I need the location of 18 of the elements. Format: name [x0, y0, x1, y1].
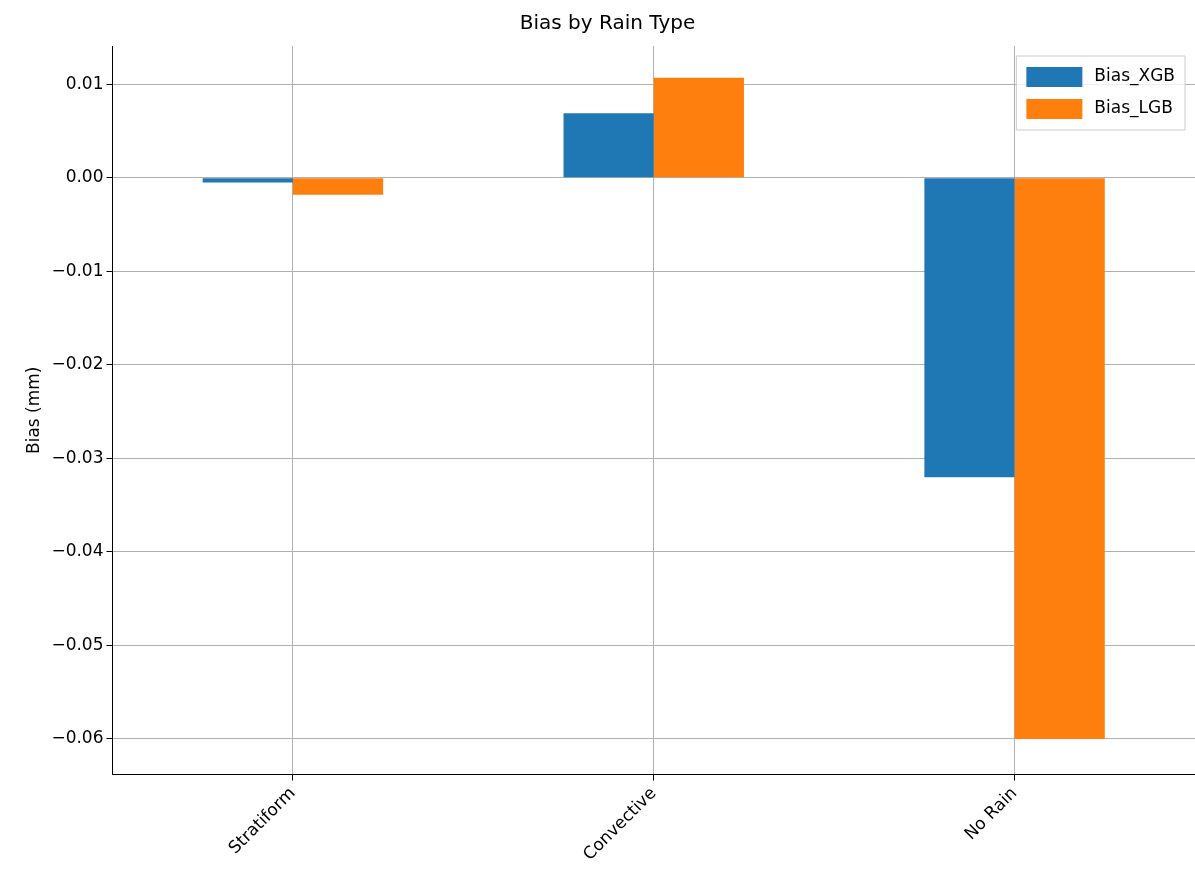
y-axis-title: Bias (mm) — [22, 366, 43, 454]
y-tick-label: −0.01 — [51, 259, 104, 280]
y-tick-label: 0.01 — [65, 72, 104, 93]
bar — [563, 113, 654, 178]
legend-label: Bias_LGB — [1094, 97, 1173, 119]
y-tick-label: 0.00 — [65, 166, 104, 187]
bar — [292, 178, 384, 195]
bar — [1014, 178, 1105, 739]
bar — [653, 77, 744, 178]
y-tick-label: −0.04 — [51, 540, 104, 561]
bar — [202, 178, 293, 183]
y-tick-label: −0.05 — [51, 633, 104, 654]
y-tick-label: −0.06 — [51, 727, 104, 748]
chart-title: Bias by Rain Type — [519, 10, 696, 35]
y-tick-label: −0.02 — [51, 353, 104, 374]
legend-label: Bias_XGB — [1094, 65, 1176, 87]
bar — [924, 178, 1015, 478]
y-tick-label: −0.03 — [51, 446, 104, 467]
